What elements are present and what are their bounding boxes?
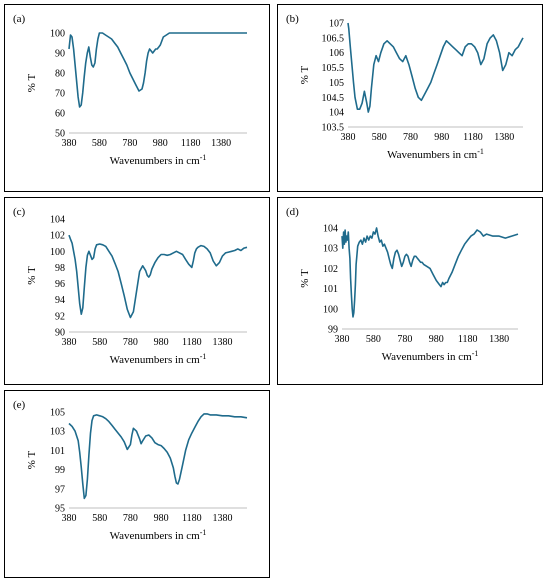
y-axis-label: % T [26, 451, 38, 470]
y-tick-label: 80 [55, 69, 65, 80]
x-tick-label: 780 [123, 337, 138, 348]
y-tick-label: 104 [329, 108, 344, 119]
panel-e: (e) 95 97 99 101 103 105 380 580 780 980 1180 1380 % … [4, 390, 270, 578]
y-tick-label: 105.5 [322, 63, 345, 74]
y-tick-label: 97 [55, 484, 65, 495]
y-tick-label: 100 [323, 304, 338, 315]
chart-b: (b) 103.5 104 104.5 105 105.5 106 106.5 107 380 58… [286, 13, 524, 161]
x-axis-label: Wavenumbers in cm-1 [110, 153, 207, 167]
x-tick-label: 580 [92, 513, 107, 524]
x-tick-label: 980 [434, 132, 449, 143]
x-tick-label: 1180 [182, 513, 202, 524]
chart-d: (d) 99 100 101 102 103 104 380 580 780 980 1180 1380… [286, 206, 519, 363]
y-tick-label: 94 [55, 295, 65, 306]
y-tick-label: 106.5 [322, 33, 345, 44]
y-tick-label: 101 [323, 284, 338, 295]
y-tick-label: 102 [50, 231, 65, 242]
y-tick-label: 106 [329, 48, 344, 59]
x-tick-label: 1180 [182, 337, 202, 348]
x-tick-label: 1180 [463, 132, 483, 143]
y-tick-label: 101 [50, 446, 65, 457]
x-tick-label: 1380 [212, 337, 232, 348]
x-tick-label: 380 [341, 132, 356, 143]
panel-label: (a) [13, 13, 26, 25]
x-tick-label: 780 [122, 138, 137, 149]
x-tick-label: 380 [62, 138, 77, 149]
x-axis-label: Wavenumbers in cm-1 [387, 147, 484, 161]
y-axis-label: % T [299, 269, 311, 288]
y-tick-label: 98 [55, 263, 65, 274]
y-tick-label: 96 [55, 279, 65, 290]
panel-label: (e) [13, 399, 26, 411]
x-tick-label: 780 [123, 513, 138, 524]
y-tick-label: 99 [328, 325, 338, 336]
x-tick-label: 1380 [494, 132, 514, 143]
x-tick-label: 980 [429, 334, 444, 345]
x-axis-label: Wavenumbers in cm-1 [110, 352, 207, 366]
chart-c: (c) 90 92 94 96 98 100 102 104 380 580 780 980 1180 13… [13, 206, 248, 366]
y-axis-label: % T [26, 266, 38, 285]
y-tick-label: 70 [55, 89, 65, 100]
y-tick-label: 107 [329, 19, 344, 30]
y-tick-label: 90 [55, 49, 65, 60]
panel-label: (b) [286, 13, 299, 25]
x-tick-label: 580 [366, 334, 381, 345]
x-tick-label: 980 [154, 337, 169, 348]
x-tick-label: 1180 [181, 138, 201, 149]
y-tick-label: 99 [55, 465, 65, 476]
x-tick-label: 780 [403, 132, 418, 143]
x-tick-label: 380 [62, 337, 77, 348]
x-tick-label: 380 [62, 513, 77, 524]
y-tick-label: 60 [55, 109, 65, 120]
panel-a: (a) 50 60 70 80 90 100 380 580 780 980 1180 1380 % T W… [4, 4, 270, 192]
y-tick-label: 104 [323, 224, 338, 235]
series-line [68, 32, 247, 108]
panel-c: (c) 90 92 94 96 98 100 102 104 380 580 780 980 1180 13… [4, 197, 270, 385]
y-tick-label: 50 [55, 129, 65, 140]
y-axis-label: % T [299, 66, 311, 85]
y-tick-label: 105 [50, 408, 65, 419]
x-tick-label: 1380 [489, 334, 509, 345]
y-tick-label: 105 [329, 78, 344, 89]
x-tick-label: 1380 [211, 138, 231, 149]
y-tick-label: 92 [55, 311, 65, 322]
x-tick-label: 580 [372, 132, 387, 143]
y-tick-label: 104.5 [322, 93, 345, 104]
series-line [341, 227, 519, 318]
x-axis-label: Wavenumbers in cm-1 [382, 349, 479, 363]
y-tick-label: 100 [50, 247, 65, 258]
panel-b: (b) 103.5 104 104.5 105 105.5 106 106.5 107 380 58… [277, 4, 543, 192]
y-tick-label: 95 [55, 504, 65, 515]
x-tick-label: 580 [92, 337, 107, 348]
series-line [347, 22, 524, 113]
panel-label: (d) [286, 206, 299, 218]
series-line [68, 234, 248, 319]
x-axis-label: Wavenumbers in cm-1 [110, 528, 207, 542]
x-tick-label: 980 [153, 138, 168, 149]
y-tick-label: 90 [55, 328, 65, 339]
x-tick-label: 780 [397, 334, 412, 345]
y-tick-label: 104 [50, 215, 65, 226]
chart-e: (e) 95 97 99 101 103 105 380 580 780 980 1180 1380 % … [13, 399, 248, 542]
panel-label: (c) [13, 206, 26, 218]
y-tick-label: 103.5 [322, 123, 345, 134]
x-tick-label: 980 [154, 513, 169, 524]
y-tick-label: 103 [50, 427, 65, 438]
x-tick-label: 1380 [212, 513, 232, 524]
y-tick-label: 100 [50, 29, 65, 40]
y-tick-label: 102 [323, 264, 338, 275]
x-tick-label: 1180 [458, 334, 478, 345]
series-line [68, 413, 248, 500]
panel-d: (d) 99 100 101 102 103 104 380 580 780 980 1180 1380… [277, 197, 543, 385]
y-tick-label: 103 [323, 244, 338, 255]
y-axis-label: % T [26, 74, 38, 93]
x-tick-label: 380 [335, 334, 350, 345]
x-tick-label: 580 [92, 138, 107, 149]
chart-a: (a) 50 60 70 80 90 100 380 580 780 980 1180 1380 % T W… [13, 13, 247, 167]
